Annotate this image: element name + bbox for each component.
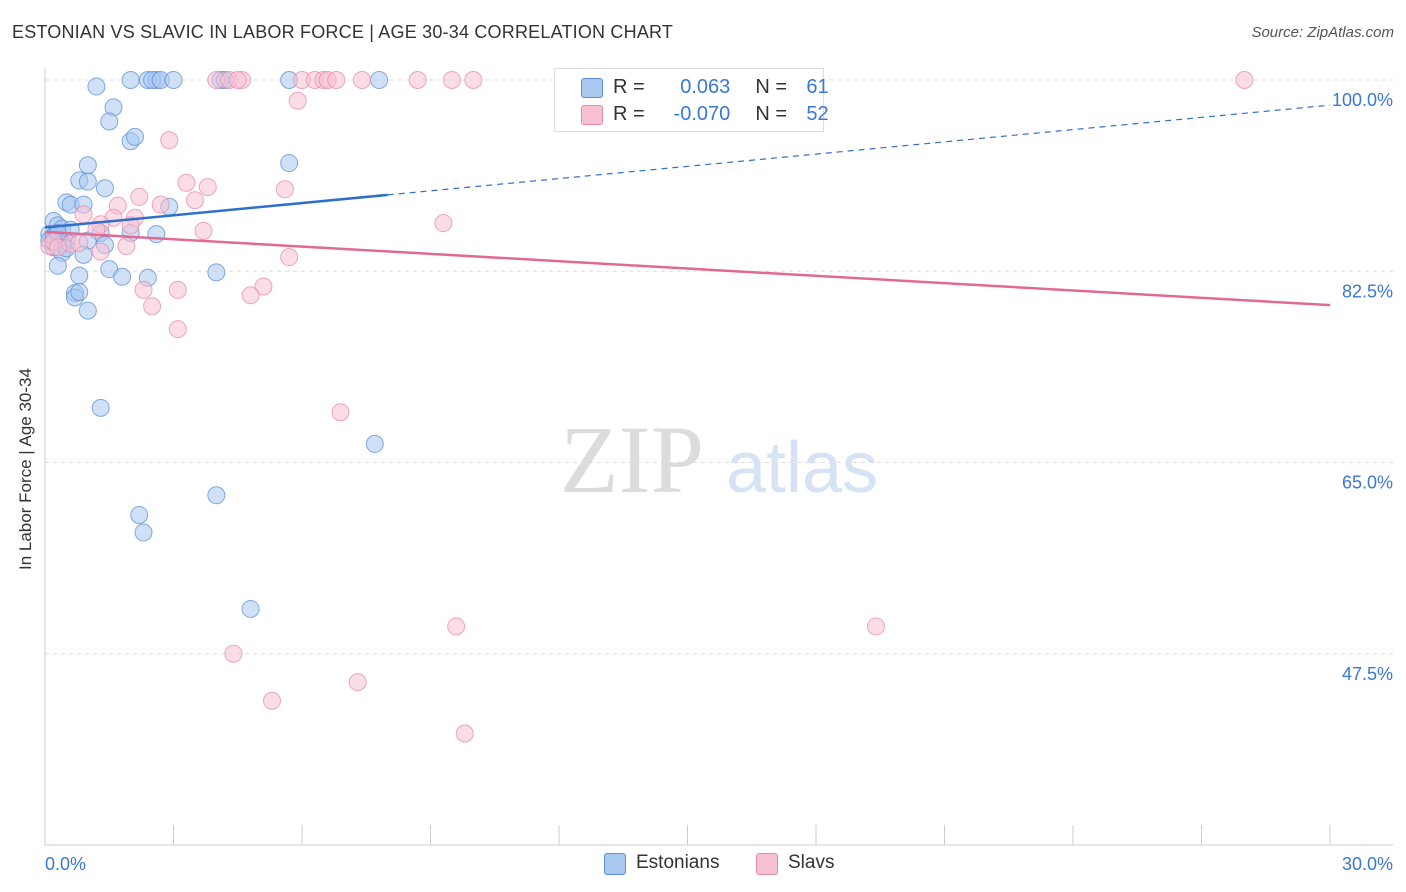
estonians-point — [113, 267, 132, 286]
estonians-point — [207, 263, 226, 282]
estonians-point — [241, 599, 260, 618]
legend-r-label: R = — [613, 76, 645, 98]
y-axis-label: In Labor Force | Age 30-34 — [16, 368, 35, 570]
slavs-swatch — [581, 105, 603, 125]
slavs-point — [91, 242, 110, 261]
slavs-point — [1235, 71, 1254, 89]
slavs-point — [48, 238, 67, 257]
estonians-point — [147, 225, 166, 244]
estonians-point — [87, 77, 106, 96]
estonians-swatch — [581, 78, 603, 98]
axis-layer — [44, 68, 1393, 846]
slavs-point — [160, 131, 179, 150]
estonians-point — [125, 127, 144, 146]
slavs-point — [228, 71, 247, 89]
slavs-point — [224, 644, 243, 663]
watermark-zip: ZIP — [560, 406, 704, 513]
estonians-point — [130, 505, 149, 524]
estonians-point — [121, 71, 140, 89]
grid-layer — [45, 79, 1393, 655]
slavs-point — [442, 71, 461, 89]
legend-n-value-slavs: 52 — [806, 103, 829, 125]
slavs-point — [70, 233, 89, 252]
slavs-point — [185, 191, 204, 210]
legend-n-label: N = — [755, 103, 788, 125]
slavs-point — [151, 195, 170, 214]
estonians-point — [48, 256, 67, 275]
slavs-point — [455, 724, 474, 743]
estonians-point — [134, 523, 153, 542]
slavs-point — [117, 237, 136, 256]
slavs-point — [194, 221, 213, 240]
correlation-legend: R = 0.063 N = 61 R = -0.070 N = 52 — [554, 68, 829, 132]
chart-title: ESTONIAN VS SLAVIC IN LABOR FORCE | AGE … — [12, 22, 674, 42]
estonians-point — [78, 156, 97, 175]
estonians-legend-label: Estonians — [636, 852, 720, 873]
estonians-point — [70, 266, 89, 285]
trend-layer — [44, 104, 1331, 307]
slavs-point — [168, 280, 187, 299]
estonians-point — [91, 398, 110, 417]
slavs-point — [327, 71, 346, 89]
slavs-point — [408, 71, 427, 89]
estonians-point — [70, 283, 89, 302]
slavs-trend-line — [44, 230, 1331, 307]
slavs-point — [348, 673, 367, 692]
tick-label-layer: 47.5% 65.0% 82.5% 100.0% 0.0% 30.0% — [45, 90, 1393, 874]
slavs-point — [464, 71, 483, 89]
slavs-point — [130, 187, 149, 206]
slavs-point — [447, 617, 466, 636]
x-tick-label-end: 30.0% — [1342, 854, 1393, 874]
slavs-point — [263, 691, 282, 710]
slavs-point — [121, 216, 140, 235]
slavs-point — [254, 277, 273, 296]
estonians-point — [164, 71, 183, 89]
watermark-atlas: atlas — [726, 428, 878, 508]
legend-r-value-estonians: 0.063 — [680, 76, 731, 98]
estonians-point — [100, 112, 119, 131]
estonians-point — [365, 434, 384, 453]
legend-n-value-estonians: 61 — [806, 76, 829, 98]
estonians-point — [78, 172, 97, 191]
y-tick-label: 100.0% — [1332, 90, 1393, 110]
slavs-legend-swatch — [756, 853, 778, 875]
y-tick-label: 82.5% — [1342, 281, 1393, 301]
estonians-point — [280, 154, 299, 173]
legend-n-label: N = — [755, 76, 788, 98]
slavs-point — [288, 91, 307, 110]
slavs-point — [168, 320, 187, 339]
slavs-point — [275, 180, 294, 199]
slavs-point — [866, 617, 885, 636]
legend-r-label: R = — [613, 103, 645, 125]
y-tick-label: 65.0% — [1342, 473, 1393, 493]
slavs-point — [352, 71, 371, 89]
source-credit: Source: ZipAtlas.com — [1251, 24, 1394, 41]
estonians-point — [370, 71, 389, 89]
estonians-point — [95, 179, 114, 198]
slavs-point — [198, 178, 217, 197]
estonians-trend-line — [44, 193, 388, 229]
slavs-point — [177, 173, 196, 192]
slavs-point — [241, 286, 260, 305]
estonians-trend-extension — [387, 104, 1331, 196]
slavs-point — [74, 205, 93, 224]
slavs-legend-label: Slavs — [788, 852, 835, 873]
slavs-point — [143, 297, 162, 316]
x-tick-label-start: 0.0% — [45, 854, 86, 874]
slavs-point — [434, 214, 453, 233]
watermark: ZIP atlas — [560, 406, 878, 513]
slavs-point — [280, 248, 299, 267]
estonians-legend-swatch — [604, 853, 626, 875]
estonians-point — [207, 486, 226, 505]
slavs-point — [331, 403, 350, 422]
legend-r-value-slavs: -0.070 — [673, 103, 731, 125]
y-tick-label: 47.5% — [1342, 664, 1393, 684]
slavs-point — [134, 280, 153, 299]
estonians-point — [78, 301, 97, 320]
